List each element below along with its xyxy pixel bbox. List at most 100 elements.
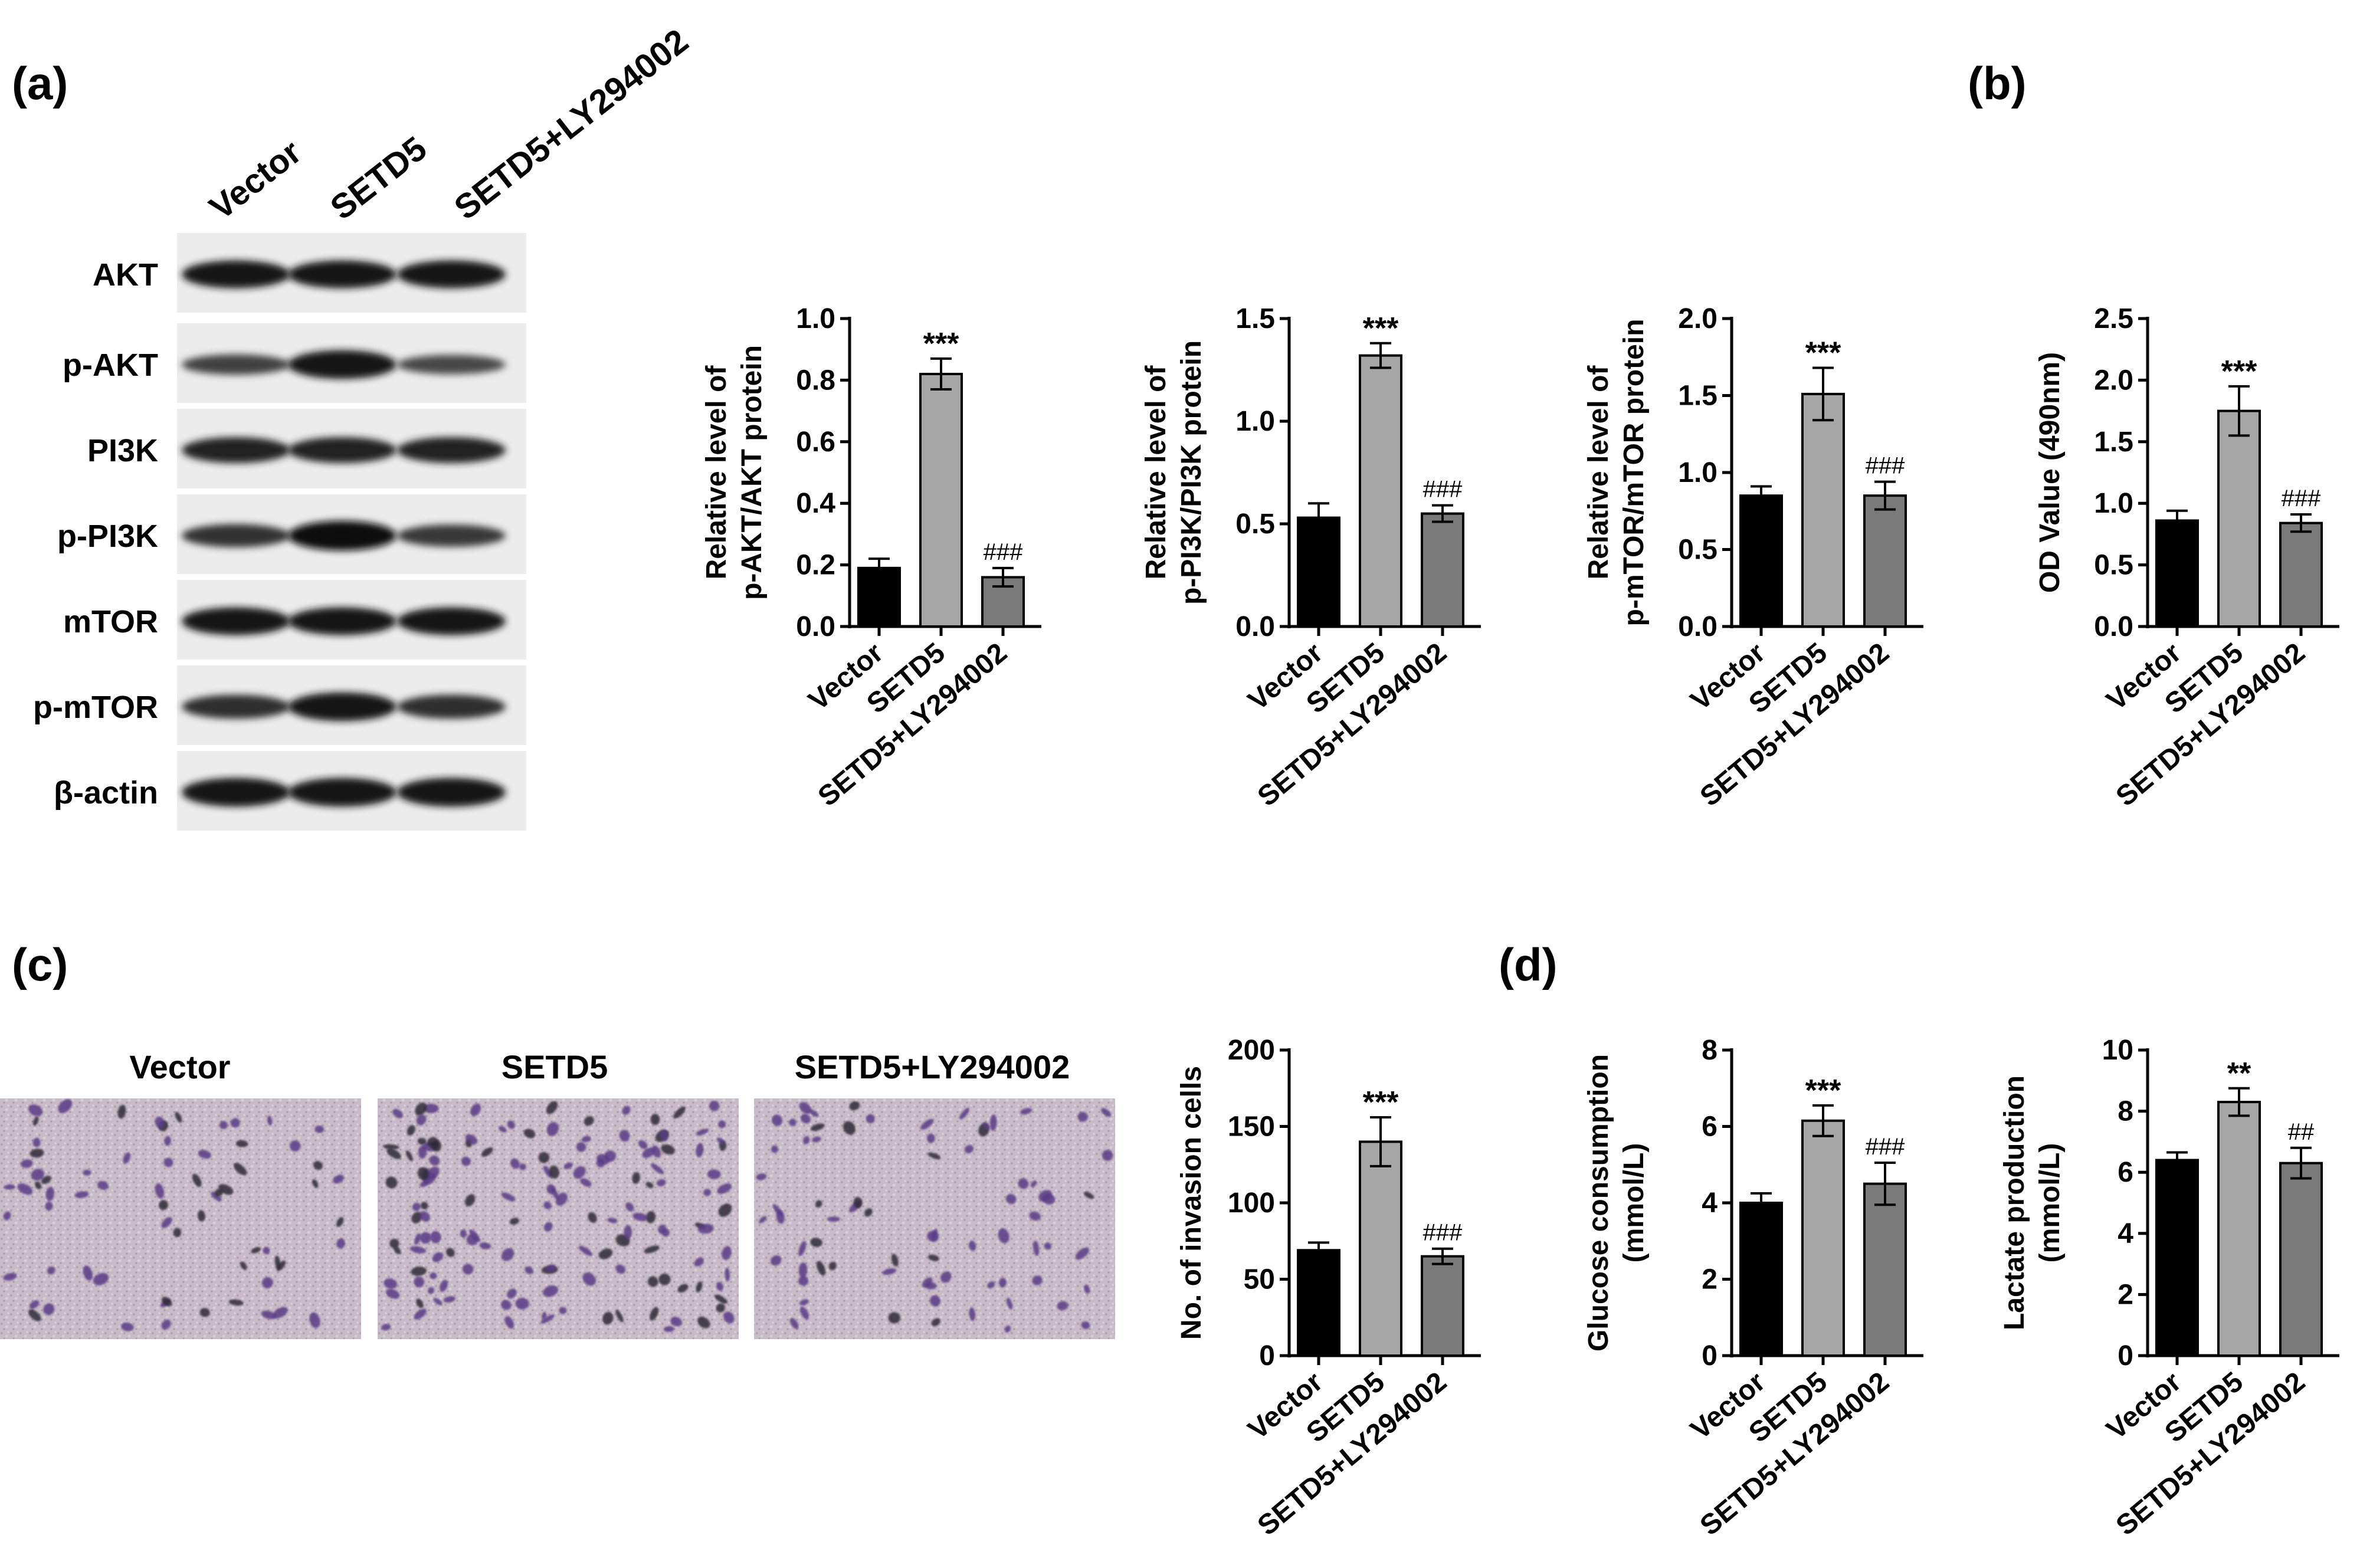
stained-cell [891, 1254, 899, 1267]
stained-cell [420, 1202, 428, 1210]
stained-cell [853, 1196, 863, 1208]
stained-cell [707, 1169, 721, 1179]
stained-cell [651, 1163, 664, 1175]
stained-cell [381, 1324, 391, 1331]
stained-cell [499, 1126, 507, 1133]
stained-cell [1020, 1108, 1032, 1115]
stained-cell [723, 1311, 735, 1324]
stained-cell [414, 1308, 427, 1320]
stained-cell [509, 1218, 520, 1225]
stained-cell [412, 1202, 421, 1211]
blot-row-p-mtor: p-mTOR [33, 665, 526, 745]
bar-setd5 [1359, 1140, 1402, 1357]
protein-label: p-PI3K [57, 519, 158, 554]
stained-cell [1044, 1242, 1051, 1250]
stained-cell [624, 1225, 632, 1240]
stained-cell [32, 1137, 41, 1147]
stained-cell [28, 1309, 41, 1321]
y-tick-label: 10 [2102, 1035, 2133, 1066]
blot-band [397, 355, 506, 375]
bar-chart-2: 0.0 0.5 1.0 1.5 Relative level of p-PI3K/PI3K… [1140, 303, 1481, 812]
stained-cell [163, 1157, 173, 1167]
stained-cell [43, 1303, 55, 1316]
stained-cell [1032, 1240, 1040, 1257]
stained-cell [460, 1229, 467, 1238]
stained-cell [386, 1148, 401, 1159]
stained-cell [660, 1130, 668, 1141]
stained-cell [789, 1118, 796, 1126]
blot-band [397, 694, 506, 719]
stained-cell [882, 1268, 897, 1275]
stained-cell [632, 1172, 640, 1184]
blot-band [182, 524, 290, 547]
stained-cell [538, 1152, 550, 1163]
bar-vector [2155, 519, 2199, 628]
stained-cell [211, 1192, 222, 1202]
stained-cell [604, 1150, 616, 1162]
stained-cell [718, 1120, 726, 1129]
blot-band [182, 260, 290, 288]
stained-cell [619, 1130, 630, 1142]
blot-band [397, 607, 506, 635]
stained-cell [1077, 1111, 1088, 1122]
stained-cell [573, 1166, 586, 1179]
bar-setd5 [919, 372, 963, 628]
y-tick-label: 1.5 [2094, 427, 2133, 458]
stained-cell [4, 1184, 15, 1190]
stained-cell [598, 1248, 613, 1259]
stained-cell [17, 1183, 33, 1195]
y-tick-label: 0.5 [1678, 534, 1717, 566]
stained-cell [799, 1299, 809, 1305]
stained-cell [816, 1261, 826, 1276]
stained-cell [922, 1277, 933, 1288]
stained-cell [930, 1295, 940, 1307]
y-axis-label: p-mTOR/mTOR protein [1618, 319, 1650, 626]
stained-cell [756, 1173, 767, 1180]
micrograph-title-setd5-ly294002: SETD5+LY294002 [795, 1048, 1070, 1085]
stained-cell [30, 1300, 40, 1309]
stained-cell [812, 1136, 821, 1143]
micrograph-title-vector: Vector [129, 1048, 230, 1085]
stained-cell [546, 1101, 558, 1114]
stained-cell [21, 1159, 33, 1168]
micrograph-setd5-ly294002 [754, 1098, 1115, 1339]
stained-cell [931, 1229, 938, 1241]
stained-cell [470, 1103, 481, 1116]
stained-cell [274, 1255, 281, 1270]
y-axis-label: Lactate production [1999, 1075, 2030, 1330]
blot-band [182, 607, 290, 635]
stained-cell [696, 1281, 703, 1293]
stained-cell [843, 1121, 856, 1135]
stained-cell [117, 1104, 126, 1119]
stained-cell [415, 1102, 427, 1116]
stained-cell [647, 1276, 658, 1287]
stained-cell [670, 1317, 682, 1327]
y-tick-label: 1.5 [1235, 303, 1275, 334]
micrograph-background [0, 1098, 361, 1339]
stained-cell [969, 1241, 976, 1251]
y-tick-label: 0.5 [2094, 550, 2133, 581]
stained-cell [161, 1217, 172, 1228]
stained-cell [543, 1201, 552, 1210]
blot-band [397, 778, 506, 807]
stained-cell [309, 1312, 320, 1328]
stained-cell [58, 1099, 73, 1113]
stained-cell [1075, 1247, 1089, 1260]
y-tick-label: 50 [1244, 1264, 1275, 1295]
stained-cell [697, 1316, 710, 1328]
lane-header-vector: Vector [202, 133, 309, 227]
stained-cell [430, 1231, 441, 1244]
stained-cell [155, 1183, 165, 1199]
stained-cell [218, 1184, 234, 1195]
stained-cell [808, 1109, 819, 1117]
stained-cell [677, 1284, 689, 1293]
stained-cell [228, 1299, 244, 1306]
stained-cell [1018, 1178, 1029, 1189]
stained-cell [414, 1233, 421, 1245]
stained-cell [716, 1282, 724, 1291]
stained-cell [642, 1147, 655, 1159]
stained-cell [507, 1288, 517, 1299]
blot-band [288, 607, 396, 635]
y-tick-label: 0 [1259, 1340, 1275, 1372]
